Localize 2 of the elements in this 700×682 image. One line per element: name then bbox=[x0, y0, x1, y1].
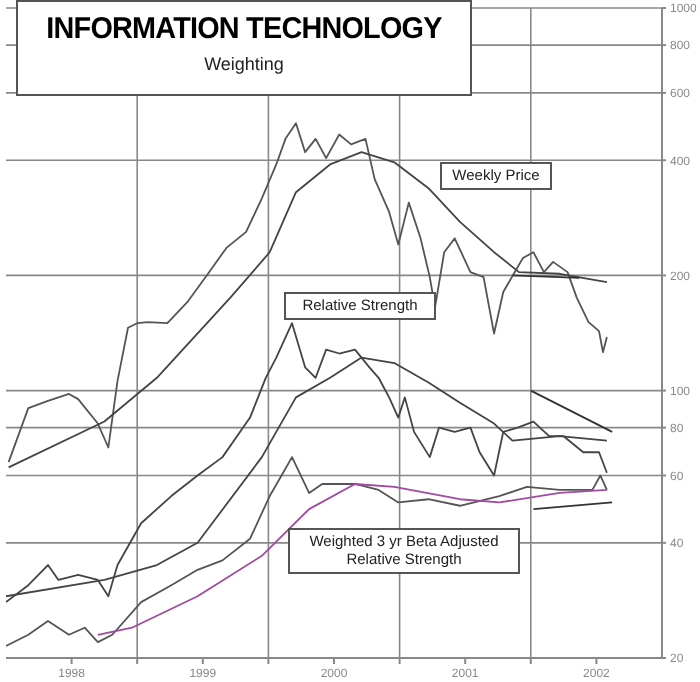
chart-title: INFORMATION TECHNOLOGY bbox=[44, 10, 444, 50]
text: Weighting bbox=[202, 52, 286, 76]
